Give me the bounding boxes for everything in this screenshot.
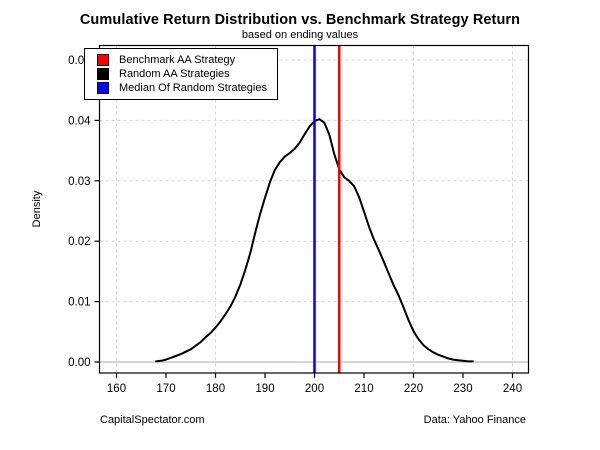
legend-label: Benchmark AA Strategy (119, 54, 236, 66)
x-tick-label: 160 (107, 383, 126, 395)
x-tick-label: 180 (206, 383, 225, 395)
x-tick-label: 220 (404, 383, 423, 395)
y-tick-label: 0.01 (68, 297, 90, 309)
x-tick-label: 190 (255, 383, 274, 395)
y-tick-label: 0.03 (68, 176, 90, 188)
y-tick-label: 0.00 (68, 357, 90, 369)
legend-item-random: Random AA Strategies (97, 67, 267, 81)
x-tick-label: 230 (453, 383, 472, 395)
source-credit-right: Data: Yahoo Finance (423, 414, 526, 426)
x-tick-label: 200 (305, 383, 324, 395)
source-credit-left: CapitalSpectator.com (100, 414, 205, 426)
chart-subtitle: based on ending values (241, 29, 359, 41)
y-tick-label: 0.02 (68, 236, 90, 248)
random-color-swatch (97, 68, 109, 80)
legend-item-benchmark: Benchmark AA Strategy (97, 53, 267, 67)
benchmark-color-swatch (97, 54, 109, 66)
chart-title: Cumulative Return Distribution vs. Bench… (79, 12, 521, 28)
median-color-swatch (97, 82, 109, 94)
x-tick-label: 210 (354, 383, 373, 395)
y-axis-title: Density (31, 190, 43, 228)
x-tick-label: 170 (156, 383, 175, 395)
y-tick-label: 0.04 (68, 115, 91, 127)
legend-label: Random AA Strategies (119, 68, 230, 80)
x-tick-label: 240 (503, 383, 522, 395)
legend-item-median: Median Of Random Strategies (97, 81, 267, 95)
legend-label: Median Of Random Strategies (119, 82, 267, 94)
legend-box: Benchmark AA Strategy Random AA Strategi… (84, 48, 278, 100)
